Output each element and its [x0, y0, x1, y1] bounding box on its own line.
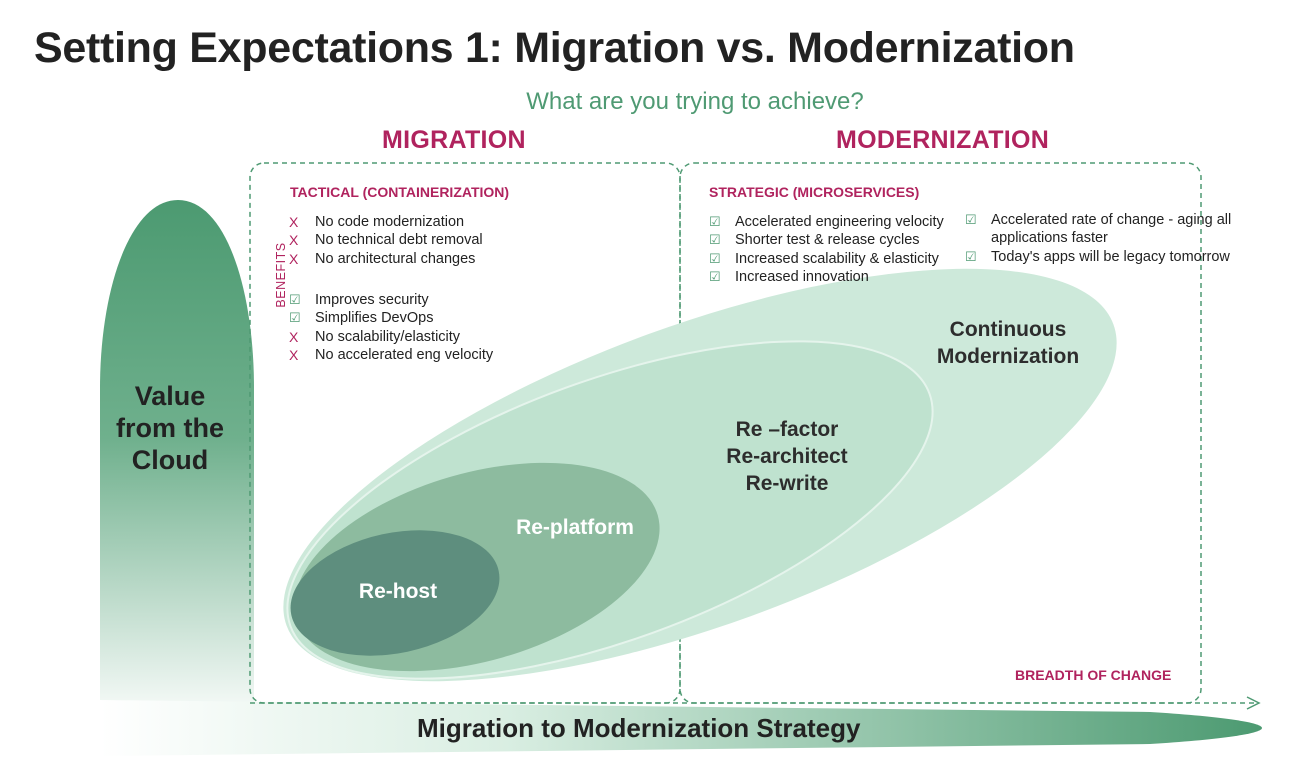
- stage-continuous-modernization: Continuous Modernization: [936, 318, 1080, 368]
- checkbox-icon: ☑: [965, 212, 977, 227]
- list-item: ☑ Accelerated engineering velocity: [709, 214, 944, 230]
- migration-heading: MIGRATION: [382, 126, 526, 154]
- list-item: ☑ Increased scalability & elasticity: [709, 250, 939, 267]
- list-item: X No accelerated eng velocity: [289, 347, 494, 364]
- strategy-axis-label: Migration to Modernization Strategy: [417, 713, 861, 743]
- strategy-axis-shape: [100, 700, 1262, 756]
- breadth-axis-label: BREADTH OF CHANGE: [1015, 667, 1172, 683]
- list-item: X No scalability/elasticity: [289, 328, 461, 345]
- page-title: Setting Expectations 1: Migration vs. Mo…: [34, 24, 1075, 72]
- stage-refactor: Re –factor Re-architect Re-write: [726, 418, 848, 495]
- modernization-heading: MODERNIZATION: [836, 126, 1050, 154]
- checkbox-icon: ☑: [709, 269, 721, 285]
- list-item: ☑ Accelerated rate of change - aging all …: [965, 212, 1232, 247]
- checkbox-icon: ☑: [709, 232, 721, 248]
- list-item: ☑ Shorter test & release cycles: [709, 232, 920, 249]
- checkbox-icon: ☑: [289, 292, 301, 307]
- list-item: ☑ Improves security: [289, 292, 429, 308]
- list-item: ☑ Today's apps will be legacy tomorrow: [965, 248, 1230, 265]
- checkbox-icon: ☑: [289, 310, 301, 326]
- x-mark-icon: X: [289, 214, 299, 230]
- stage-replatform: Re-platform: [516, 516, 634, 539]
- tactical-subheading: TACTICAL (CONTAINERIZATION): [290, 184, 510, 200]
- ellipse-rehost: [290, 530, 500, 656]
- list-item: X No code modernization: [289, 214, 465, 230]
- checkbox-icon: ☑: [709, 214, 721, 229]
- x-mark-icon: X: [289, 347, 299, 364]
- modernization-benefits-right-list: ☑ Accelerated rate of change - aging all …: [965, 211, 1235, 266]
- checkbox-icon: ☑: [709, 250, 721, 266]
- x-mark-icon: X: [289, 250, 299, 267]
- value-axis-shape: [100, 200, 254, 730]
- list-item: X No technical debt removal: [289, 232, 483, 249]
- stage-rehost: Re-host: [358, 580, 438, 603]
- value-axis-label: Value from the Cloud: [116, 381, 224, 475]
- checkbox-icon: ☑: [965, 248, 977, 264]
- migration-drawbacks-list: X No code modernization X No technical deb…: [289, 213, 589, 268]
- list-item: ☑ Increased innovation: [709, 269, 869, 286]
- strategic-subheading: STRATEGIC (MICROSERVICES): [709, 184, 920, 200]
- list-item: X No architectural changes: [289, 250, 476, 267]
- list-item: ☑ Simplifies DevOps: [289, 310, 434, 327]
- x-mark-icon: X: [289, 232, 299, 249]
- x-mark-icon: X: [289, 328, 299, 345]
- page-subtitle: What are you trying to achieve?: [526, 88, 864, 115]
- benefits-label: BENEFITS: [274, 242, 288, 308]
- breadth-arrowhead-icon: [1246, 696, 1261, 710]
- modernization-benefits-left-list: ☑ Accelerated engineering velocity ☑ Short…: [709, 213, 959, 287]
